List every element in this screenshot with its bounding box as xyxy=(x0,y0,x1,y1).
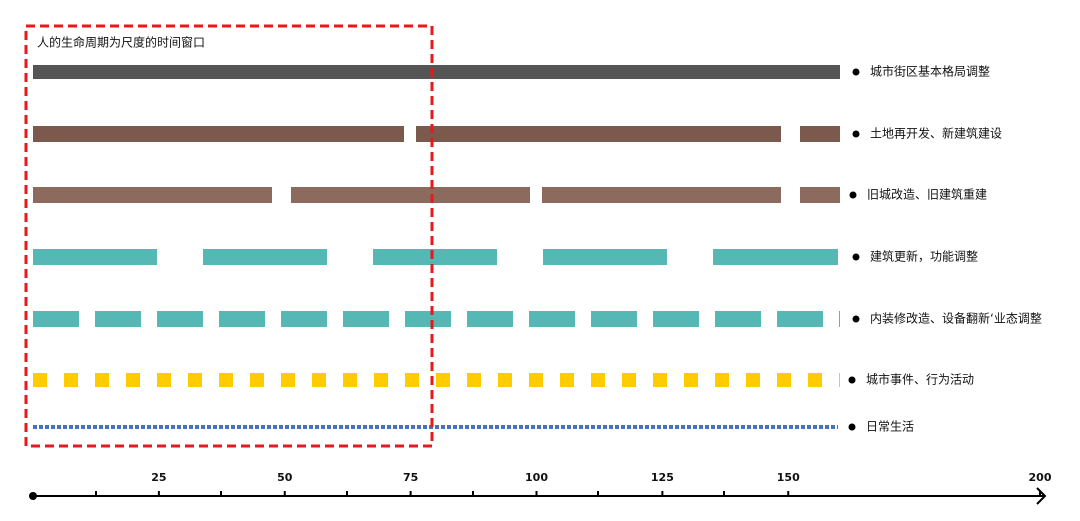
window-label: 人的生命周期为尺度的时间窗口 xyxy=(37,35,205,50)
tick-label: 125 xyxy=(651,471,674,484)
row-label: 城市事件、行为活动 xyxy=(866,372,974,387)
row-label: 建筑更新，功能调整 xyxy=(870,249,978,264)
axis-origin xyxy=(29,492,37,500)
tick-label: 75 xyxy=(403,471,418,484)
legend-bullet xyxy=(852,315,860,323)
row-label: 日常生活 xyxy=(866,420,914,434)
bar-group xyxy=(33,126,840,142)
row-label: 土地再开发、新建筑建设 xyxy=(870,126,1002,141)
tick-label: 100 xyxy=(525,471,548,484)
tick-label: 50 xyxy=(277,471,293,484)
window-box xyxy=(24,24,434,448)
legend-bullet xyxy=(848,376,856,384)
tick-label: 25 xyxy=(151,471,166,484)
legend-bullet xyxy=(852,253,860,261)
row-label: 内装修改造、设备翻新‘业态调整 xyxy=(870,311,1042,326)
bar xyxy=(33,65,840,79)
bar-group xyxy=(33,187,840,203)
legend-bullet xyxy=(849,191,857,199)
legend-bullet xyxy=(852,68,860,76)
tick-label: 200 xyxy=(1029,471,1052,484)
legend-bullet xyxy=(848,423,856,431)
bar-group xyxy=(33,249,838,265)
row-label: 旧城改造、旧建筑重建 xyxy=(867,187,987,202)
axis-arrow xyxy=(1036,487,1047,505)
tick-label: 150 xyxy=(777,471,800,484)
row-label: 城市街区基本格局调整 xyxy=(870,64,990,79)
legend-bullet xyxy=(852,130,860,138)
minor-ticks xyxy=(95,491,725,496)
